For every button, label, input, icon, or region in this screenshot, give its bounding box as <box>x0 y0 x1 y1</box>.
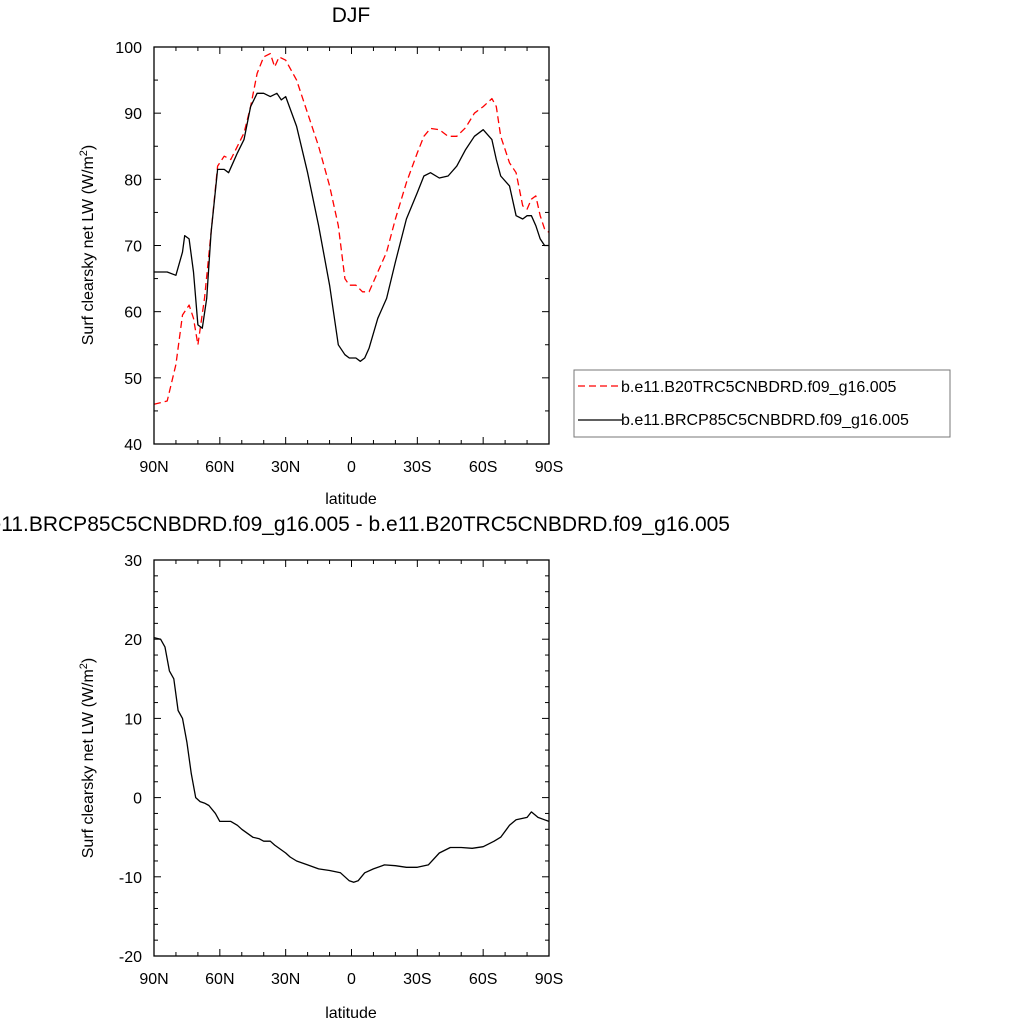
panel-bottom-ticks: 90N 60N 30N 0 30S 60S 90S -20 -10 0 10 20 30 <box>119 553 563 988</box>
y-tick-label: 90 <box>124 106 142 123</box>
x-tick-label: 60S <box>469 971 497 988</box>
panel-top-ticks: 90N 60N 30N 0 30S 60S 90S 40 50 60 70 80 90 100 <box>115 40 563 476</box>
x-tick-label: 60N <box>205 459 234 476</box>
y-tick-label: 10 <box>124 711 142 728</box>
y-tick-label: -20 <box>119 949 142 966</box>
x-tick-label: 60N <box>205 971 234 988</box>
legend-box <box>573 369 951 438</box>
y-tick-label: 70 <box>124 239 142 256</box>
panel-bottom-xlabel: latitude <box>325 1005 377 1022</box>
x-tick-label: 30S <box>403 459 431 476</box>
panel-bottom-title: b.e11.BRCP85C5CNBDRD.f09_g16.005 - b.e11… <box>0 513 730 536</box>
y-tick-label: 0 <box>133 791 142 808</box>
series-line-solid-black <box>154 92 549 362</box>
x-tick-label: 90S <box>535 971 563 988</box>
y-tick-label: -10 <box>119 870 142 887</box>
panel-top-ylabel: Surf clearsky net LW (W/m2) <box>78 145 97 346</box>
x-tick-label: 90S <box>535 459 563 476</box>
legend-entry-1: b.e11.B20TRC5CNBDRD.f09_g16.005 <box>621 379 897 396</box>
y-tick-label: 40 <box>124 437 142 454</box>
panel-top-frame <box>153 46 550 445</box>
panel-bottom-lines <box>153 636 550 883</box>
x-tick-label: 90N <box>139 459 168 476</box>
panel-bottom-frame <box>153 559 550 957</box>
panel-top: DJF 90N 60N 30N 0 30S 60S 90S 40 50 60 70 80 90 100 l… <box>78 4 951 508</box>
panel-top-title: DJF <box>332 4 371 27</box>
series-line-solid-black <box>153 636 550 883</box>
x-tick-label: 30S <box>403 971 431 988</box>
y-tick-label: 20 <box>124 632 142 649</box>
x-tick-label: 0 <box>347 971 356 988</box>
panel-top-xlabel: latitude <box>325 491 377 508</box>
legend: b.e11.B20TRC5CNBDRD.f09_g16.005 b.e11.BR… <box>573 369 951 438</box>
y-tick-label: 80 <box>124 172 142 189</box>
x-tick-label: 0 <box>347 459 356 476</box>
panel-bottom: b.e11.BRCP85C5CNBDRD.f09_g16.005 - b.e11… <box>0 513 730 1022</box>
x-tick-label: 60S <box>469 459 497 476</box>
y-tick-label: 50 <box>124 371 142 388</box>
x-tick-label: 30N <box>271 459 300 476</box>
x-tick-label: 90N <box>139 971 168 988</box>
x-tick-label: 30N <box>271 971 300 988</box>
y-tick-label: 30 <box>124 553 142 570</box>
series-line-dashed-red <box>153 52 550 405</box>
y-tick-label: 60 <box>124 305 142 322</box>
legend-entry-2: b.e11.BRCP85C5CNBDRD.f09_g16.005 <box>621 412 909 429</box>
panel-bottom-ylabel: Surf clearsky net LW (W/m2) <box>78 658 97 859</box>
panel-top-lines <box>153 52 550 405</box>
y-tick-label: 100 <box>115 40 142 57</box>
